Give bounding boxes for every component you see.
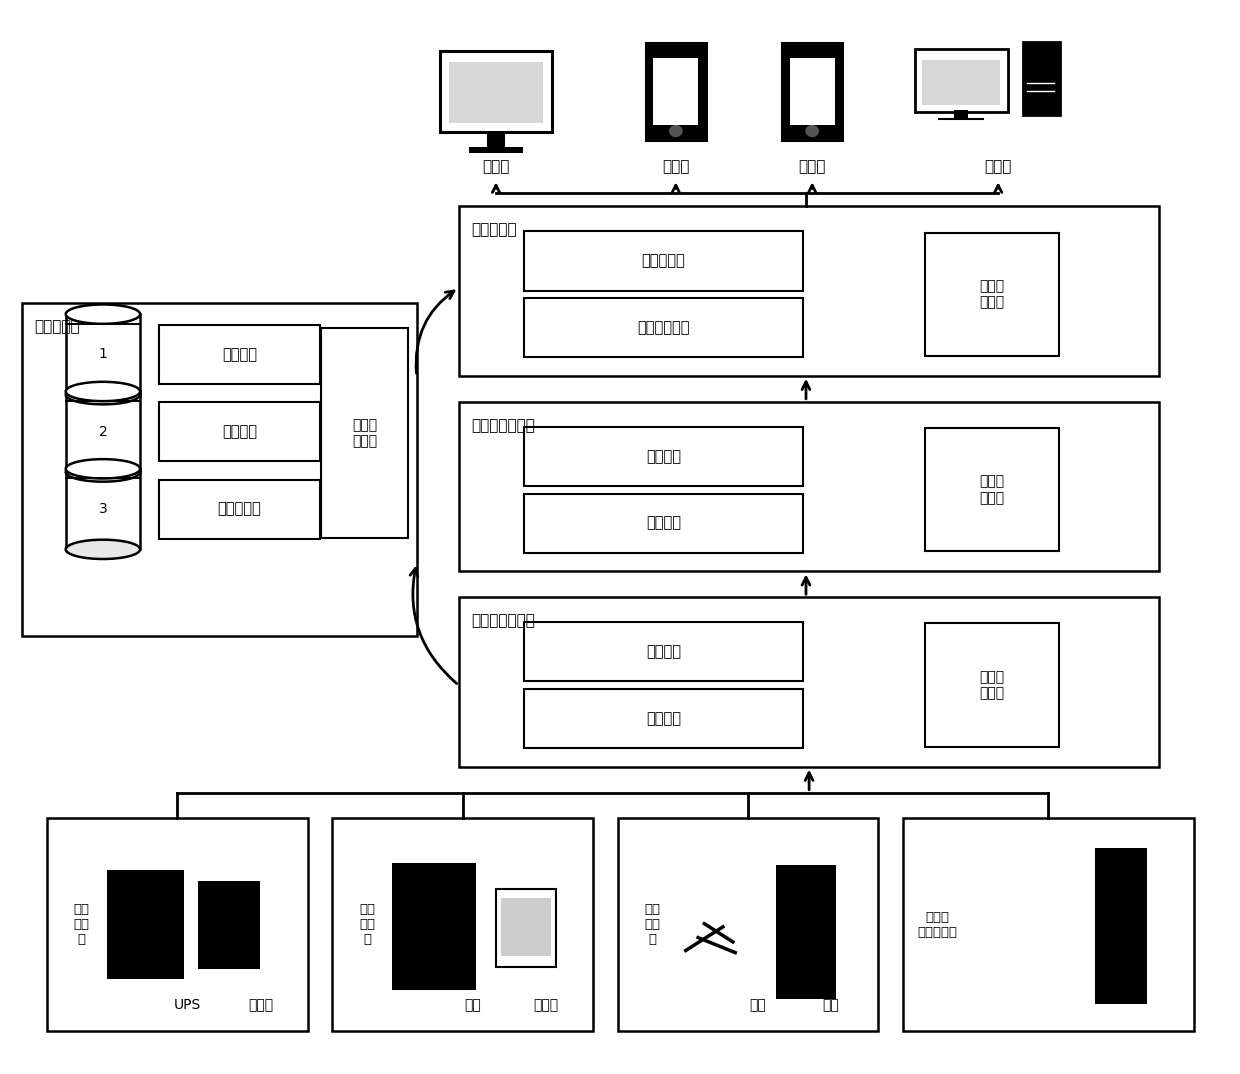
Bar [459, 597, 1159, 767]
FancyArrowPatch shape [672, 185, 680, 192]
Bar [782, 43, 842, 140]
Bar [47, 818, 308, 1031]
Circle shape [670, 126, 682, 136]
Text: 数据缓冲: 数据缓冲 [646, 644, 681, 659]
Bar [459, 206, 1159, 376]
FancyArrowPatch shape [994, 185, 1002, 192]
FancyArrowPatch shape [492, 185, 500, 192]
FancyArrowPatch shape [417, 291, 454, 374]
Ellipse shape [66, 539, 140, 560]
Text: 告警判别: 告警判别 [646, 516, 681, 531]
Text: 1: 1 [98, 347, 108, 362]
Text: 告警压缩: 告警压缩 [646, 449, 681, 464]
Bar [653, 58, 698, 125]
Text: 应用服务层: 应用服务层 [471, 222, 517, 237]
Bar [392, 863, 476, 990]
Bar [923, 60, 999, 105]
Bar [525, 623, 804, 682]
Bar [903, 818, 1194, 1031]
FancyArrowPatch shape [808, 185, 816, 192]
Bar [487, 131, 505, 150]
Text: 强电
采集
端: 强电 采集 端 [74, 903, 89, 946]
Bar [459, 402, 1159, 571]
Bar [618, 818, 878, 1031]
Ellipse shape [66, 460, 140, 479]
Ellipse shape [66, 384, 140, 404]
Bar [925, 427, 1059, 551]
Bar [159, 402, 320, 462]
Bar [159, 324, 320, 383]
Bar [496, 889, 556, 967]
Bar [159, 479, 320, 539]
Bar [954, 110, 968, 119]
Text: 实时计算服务层: 实时计算服务层 [471, 418, 536, 433]
Bar [66, 468, 140, 550]
Ellipse shape [66, 462, 140, 482]
Bar [525, 231, 804, 290]
Text: 协调处
理单元: 协调处 理单元 [980, 670, 1004, 700]
Bar [525, 426, 804, 485]
Text: 数据接入服务层: 数据接入服务层 [471, 613, 536, 628]
Bar [925, 623, 1059, 748]
Bar [22, 303, 417, 636]
Text: 蓄电池: 蓄电池 [248, 998, 273, 1013]
Text: 监控端: 监控端 [482, 159, 510, 174]
Bar [925, 233, 1059, 357]
Bar [1023, 42, 1060, 115]
Text: 配置类数据: 配置类数据 [217, 502, 262, 517]
Bar [66, 314, 140, 394]
Bar [107, 870, 184, 979]
Bar [646, 43, 706, 140]
Bar [790, 58, 835, 125]
Text: 移动端: 移动端 [662, 159, 689, 174]
Bar [525, 297, 804, 357]
Text: UPS: UPS [174, 998, 201, 1013]
Text: 数据汇聚: 数据汇聚 [646, 711, 681, 726]
Bar [915, 49, 1007, 112]
Text: 协调处
理单元: 协调处 理单元 [980, 475, 1004, 505]
Bar [440, 50, 552, 131]
Bar [321, 329, 408, 538]
Bar [1095, 848, 1147, 1004]
Bar [332, 818, 593, 1031]
Ellipse shape [66, 381, 140, 402]
Text: 温湿度: 温湿度 [533, 998, 558, 1013]
FancyArrowPatch shape [802, 577, 810, 594]
Text: 实时类应用: 实时类应用 [641, 253, 686, 268]
Text: 烟感: 烟感 [750, 998, 766, 1013]
Text: 空调: 空调 [465, 998, 481, 1013]
Ellipse shape [66, 305, 140, 324]
Text: 制冷
采集
端: 制冷 采集 端 [360, 903, 374, 946]
FancyArrowPatch shape [802, 381, 810, 398]
Bar [449, 61, 543, 122]
Text: 协调处
理单元: 协调处 理单元 [352, 418, 377, 448]
Text: 非实时类应用: 非实时类应用 [637, 320, 689, 335]
Bar [501, 898, 551, 956]
Text: 协调处
理单元: 协调处 理单元 [980, 279, 1004, 309]
Bar [469, 146, 523, 153]
Text: 门禁: 门禁 [822, 998, 839, 1013]
Text: 3: 3 [98, 502, 108, 517]
Text: 强电
采集
端: 强电 采集 端 [645, 903, 660, 946]
Text: 存储服务层: 存储服务层 [35, 319, 81, 334]
Bar [66, 392, 140, 473]
FancyArrowPatch shape [805, 772, 813, 789]
Text: 移动端: 移动端 [799, 159, 826, 174]
Circle shape [806, 126, 818, 136]
Text: 实时数据: 实时数据 [222, 347, 257, 362]
Bar [525, 493, 804, 552]
Text: 2: 2 [98, 424, 108, 439]
Text: 历史数据: 历史数据 [222, 424, 257, 439]
Bar [198, 881, 260, 969]
Bar [776, 865, 836, 999]
Bar [525, 690, 804, 748]
Text: 客户端: 客户端 [985, 159, 1012, 174]
FancyArrowPatch shape [410, 568, 456, 683]
Text: 第三方
应用子系统: 第三方 应用子系统 [918, 911, 957, 939]
